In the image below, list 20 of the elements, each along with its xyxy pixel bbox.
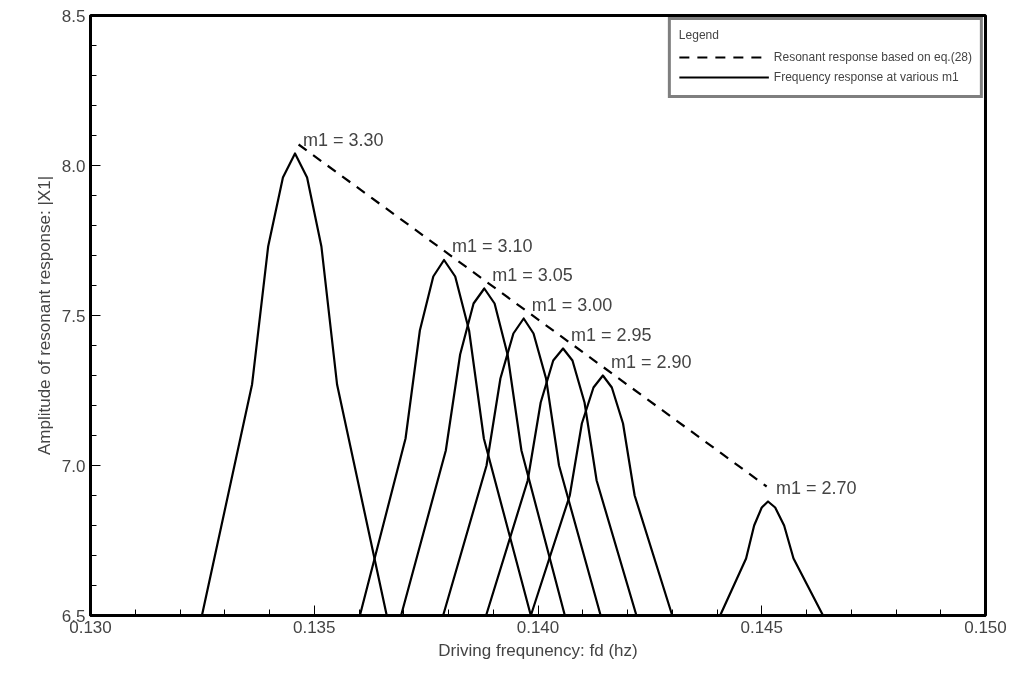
- text: Resonant response based on eq.(28): [773, 50, 972, 64]
- y-tick-label: 8.5: [61, 6, 86, 26]
- annotation: m1 = 3.30: [303, 129, 384, 150]
- annotation: m1 = 3.00: [531, 294, 613, 315]
- x-axis-title: Driving frequnency: fd (hz): [438, 640, 638, 660]
- y-axis-title: Amplitude of resonant response: |X1|: [34, 175, 54, 456]
- x-tick-label: 0.150: [964, 617, 1007, 637]
- y-tick-label: 7.5: [61, 306, 86, 326]
- x-tick-label: 0.135: [292, 617, 336, 637]
- annotation: m1 = 2.90: [610, 351, 692, 372]
- annotation: m1 = 3.05: [492, 264, 573, 285]
- x-tick-label: 0.145: [740, 617, 784, 637]
- x-tick-label: 0.140: [516, 617, 560, 637]
- y-tick-label: 8.0: [61, 156, 86, 176]
- text: Frequency response at various m1: [773, 70, 959, 84]
- annotation: m1 = 2.95: [571, 324, 652, 345]
- annotation: m1 = 2.70: [776, 477, 857, 498]
- annotation: m1 = 3.10: [452, 236, 533, 256]
- y-tick-label: 7.0: [61, 456, 86, 476]
- legend-title: Legend: [678, 28, 720, 42]
